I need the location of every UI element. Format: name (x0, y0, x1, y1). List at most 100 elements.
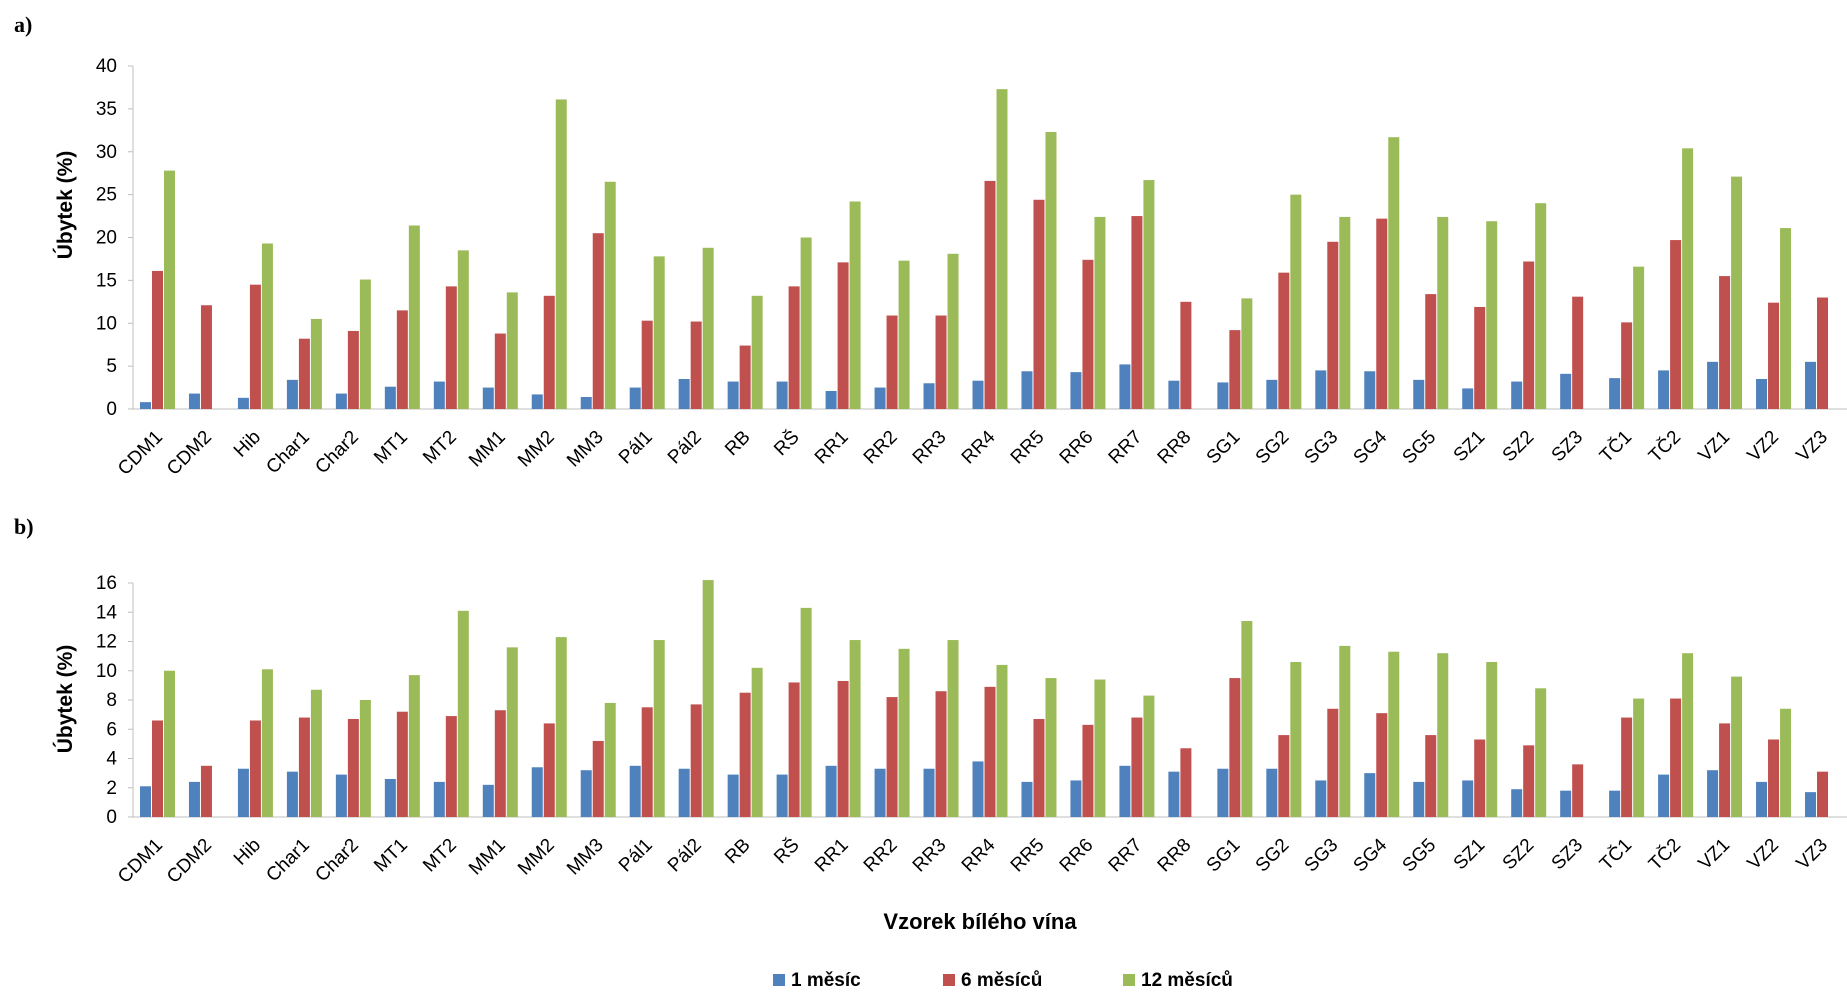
bar-a-TČ2-1 (1658, 370, 1670, 409)
bar-a-VZ3-2 (1817, 297, 1829, 409)
bar-a-CDM2-1 (188, 393, 200, 409)
bar-b-VZ2-1 (1756, 781, 1768, 817)
bar-b-RR2-2 (886, 697, 898, 817)
y-tick-label: 4 (106, 749, 117, 770)
bar-a-Pál2-3 (702, 247, 714, 409)
bar-b-SG3-1 (1315, 780, 1327, 817)
x-tick-label: MT2 (419, 427, 461, 469)
bar-a-VZ1-3 (1731, 176, 1743, 409)
bar-a-RR3-3 (947, 253, 959, 409)
bar-a-RR3-2 (935, 315, 947, 409)
bar-b-RR3-2 (935, 691, 947, 817)
bar-a-MM1-1 (482, 387, 494, 409)
bar-a-VZ1-2 (1719, 276, 1731, 409)
y-tick-label: 0 (106, 807, 117, 828)
bar-b-RŠ-3 (800, 607, 812, 817)
y-axis-label-b: Úbytek (%) (53, 645, 77, 754)
x-tick-label: MT2 (419, 835, 461, 877)
x-tick-label: Char1 (262, 427, 313, 478)
bar-b-SZ1-3 (1486, 661, 1498, 817)
bar-b-VZ3-2 (1817, 771, 1829, 817)
bar-b-MM3-2 (592, 740, 604, 817)
bar-b-MM3-1 (580, 770, 592, 817)
bar-a-VZ2-3 (1780, 228, 1792, 409)
x-tick-label: RR4 (958, 834, 1000, 876)
bar-a-SZ2-3 (1535, 203, 1547, 409)
bar-b-VZ2-3 (1780, 708, 1792, 817)
bar-b-SG1-3 (1241, 621, 1253, 817)
bar-b-Pál1-2 (641, 707, 653, 817)
y-tick-label: 0 (106, 399, 117, 420)
bar-b-Char1-2 (298, 717, 310, 817)
x-tick-label: TČ1 (1595, 834, 1636, 875)
bar-a-RR4-2 (984, 180, 996, 409)
bar-a-Char1-2 (298, 338, 310, 409)
bar-a-MM1-2 (494, 333, 506, 409)
bar-b-Pál1-3 (653, 640, 665, 817)
y-tick-label: 35 (96, 99, 117, 120)
x-tick-label: RR6 (1056, 835, 1098, 877)
bar-b-MT1-3 (408, 675, 420, 817)
bar-b-Char1-1 (286, 771, 298, 817)
x-tick-label: RŠ (769, 834, 803, 868)
bar-b-Hib-3 (261, 669, 273, 817)
bar-b-SZ2-3 (1535, 688, 1547, 817)
bar-a-SZ1-1 (1462, 388, 1474, 409)
x-tick-label: RŠ (769, 426, 803, 460)
bar-a-RB-2 (739, 345, 751, 409)
bar-b-SG5-1 (1413, 781, 1425, 817)
x-tick-label: MM3 (563, 427, 608, 472)
x-tick-label: MM1 (465, 427, 510, 472)
legend-label: 12 měsíců (1141, 970, 1233, 991)
x-tick-label: Char2 (311, 427, 362, 478)
bar-a-RR6-2 (1082, 259, 1094, 409)
bar-b-Hib-1 (237, 768, 249, 817)
bar-b-SG2-2 (1278, 735, 1290, 817)
bar-a-Hib-1 (237, 397, 249, 409)
x-tick-label: RB (721, 427, 755, 461)
bar-b-SZ2-2 (1523, 745, 1535, 817)
bar-b-Char2-2 (347, 719, 359, 817)
bar-a-Char2-3 (359, 279, 371, 409)
bar-b-RR2-3 (898, 648, 910, 817)
bar-b-RŠ-2 (788, 682, 800, 817)
bar-b-Char2-1 (335, 774, 347, 817)
bar-a-RB-1 (727, 381, 739, 409)
y-tick-label: 16 (96, 573, 117, 594)
bar-b-MM3-3 (604, 702, 616, 817)
panel-label-a: a) (14, 12, 32, 37)
x-tick-label: SZ1 (1450, 427, 1489, 466)
bar-b-RR6-1 (1070, 780, 1082, 817)
bar-a-SZ3-2 (1572, 296, 1584, 409)
bar-a-RR7-1 (1119, 364, 1131, 409)
x-tick-label: CDM2 (163, 427, 216, 480)
bar-a-MT2-2 (445, 286, 457, 409)
bar-b-SG1-2 (1229, 678, 1241, 817)
bar-b-MM2-2 (543, 723, 555, 817)
x-tick-label: SZ3 (1548, 427, 1587, 466)
bar-b-CDM1-3 (163, 670, 175, 817)
bar-a-MM2-1 (531, 394, 543, 409)
bar-b-TČ2-1 (1658, 774, 1670, 817)
y-tick-label: 2 (106, 778, 117, 799)
bar-b-Pál1-1 (629, 765, 641, 817)
bar-b-Pál2-3 (702, 580, 714, 817)
bar-b-TČ1-3 (1633, 698, 1645, 817)
y-tick-label: 10 (96, 313, 117, 334)
x-tick-label: Pál2 (664, 427, 706, 469)
bar-a-Pál1-3 (653, 256, 665, 409)
x-tick-label: Char1 (262, 835, 313, 886)
bar-b-VZ1-1 (1707, 770, 1719, 817)
bar-a-RR5-1 (1021, 371, 1033, 409)
bar-a-MM2-2 (543, 295, 555, 409)
x-tick-label: SG3 (1301, 835, 1343, 877)
bar-b-RR8-1 (1168, 771, 1180, 817)
bar-b-RB-1 (727, 774, 739, 817)
bar-b-SG5-3 (1437, 653, 1449, 817)
x-tick-label: VZ3 (1793, 427, 1832, 466)
x-tick-label: RR2 (860, 427, 902, 469)
y-tick-label: 40 (96, 56, 117, 77)
bar-a-Pál2-2 (690, 321, 702, 409)
x-tick-label: RR8 (1154, 835, 1196, 877)
bar-b-RB-2 (739, 692, 751, 817)
